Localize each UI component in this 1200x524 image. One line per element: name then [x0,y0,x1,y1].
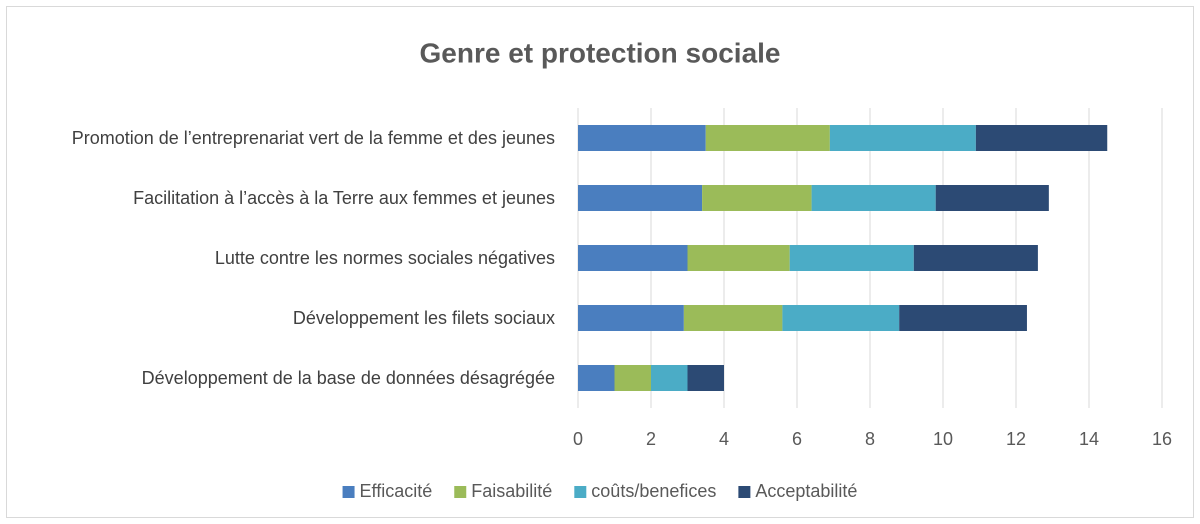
legend-swatch [342,486,355,498]
category-label-box: Facilitation à l’accès à la Terre aux fe… [10,185,555,211]
bar-segment [687,245,790,271]
legend-swatch [574,486,587,498]
category-label-box: Lutte contre les normes sociales négativ… [10,245,555,271]
x-tick-label: 14 [1079,429,1099,449]
bar-segment [913,245,1038,271]
category-label-box: Promotion de l’entreprenariat vert de la… [10,125,555,151]
bar-segment [683,305,783,331]
bar-segment [702,185,812,211]
x-tick-label: 0 [573,429,583,449]
x-tick-label: 4 [719,429,729,449]
legend-swatch [738,486,751,498]
bar-segment [614,365,651,391]
chart-title: Genre et protection sociale [420,37,781,68]
bar-segment [578,305,684,331]
x-tick-label: 8 [865,429,875,449]
category-label-box: Développement de la base de données désa… [10,365,555,391]
x-tick-label: 2 [646,429,656,449]
bar-segment [789,245,914,271]
bar-segment [578,245,688,271]
y-tick-label: Développement de la base de données désa… [141,368,555,388]
bar-segment [578,125,706,151]
bar-segment [705,125,830,151]
category-label-box: Développement les filets sociaux [10,305,555,331]
y-tick-label: Promotion de l’entreprenariat vert de la… [71,128,555,148]
y-tick-label: Lutte contre les normes sociales négativ… [214,248,555,268]
y-tick-label: Développement les filets sociaux [292,308,555,328]
legend-label: Efficacité [360,481,433,501]
legend-label: coûts/benefices [591,481,716,501]
bar-segment [651,365,688,391]
bar-segment [935,185,1049,211]
bar-segment [578,185,703,211]
bar-segment [811,185,936,211]
legend-label: Acceptabilité [755,481,857,501]
bar-segment [975,125,1108,151]
x-tick-label: 10 [933,429,953,449]
bar-segment [578,365,615,391]
bar-segment [687,365,724,391]
x-tick-label: 12 [1006,429,1026,449]
x-tick-label: 16 [1152,429,1172,449]
bar-segment [782,305,900,331]
legend-label: Faisabilité [471,481,552,501]
bar-segment [899,305,1027,331]
x-tick-label: 6 [792,429,802,449]
bar-segment [829,125,976,151]
y-tick-label: Facilitation à l’accès à la Terre aux fe… [133,188,555,208]
legend-swatch [454,486,467,498]
